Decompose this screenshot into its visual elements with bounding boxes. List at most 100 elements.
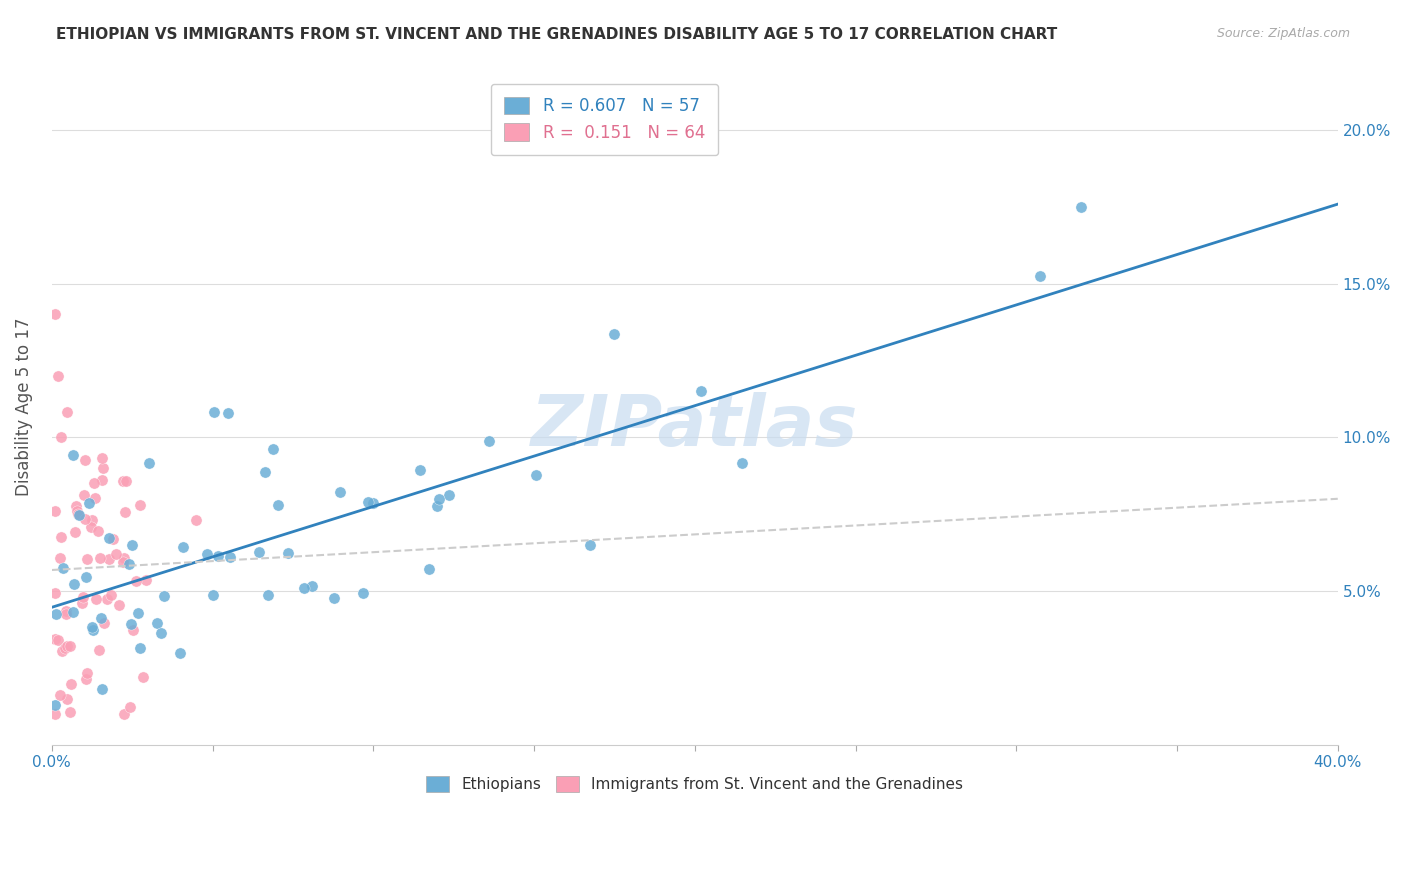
Point [247, 545, 270, 559]
Point [90, 611, 112, 625]
Point [91, 473, 114, 487]
Point [427, 492, 450, 507]
Point [322, 591, 344, 606]
Point [262, 442, 284, 456]
Point [426, 499, 449, 513]
Point [59, 706, 82, 720]
Point [75, 512, 97, 526]
Point [93, 615, 115, 630]
Point [44, 504, 66, 518]
Point [195, 548, 218, 562]
Point [51, 530, 73, 544]
Point [49, 689, 72, 703]
Point [44, 585, 66, 599]
Point [153, 589, 176, 603]
Point [603, 327, 626, 342]
Point [93, 461, 115, 475]
Point [169, 646, 191, 660]
Point [257, 588, 280, 602]
Point [118, 558, 141, 572]
Point [45, 607, 67, 622]
Point [202, 405, 225, 419]
Point [55, 604, 77, 618]
Text: ETHIOPIAN VS IMMIGRANTS FROM ST. VINCENT AND THE GRENADINES DISABILITY AGE 5 TO : ETHIOPIAN VS IMMIGRANTS FROM ST. VINCENT… [56, 27, 1057, 42]
Point [329, 485, 352, 500]
Point [51, 430, 73, 444]
Point [76, 666, 98, 681]
Point [437, 488, 460, 502]
Point [55, 691, 77, 706]
Point [90, 682, 112, 697]
Point [478, 434, 501, 449]
Point [184, 512, 207, 526]
Text: Source: ZipAtlas.com: Source: ZipAtlas.com [1216, 27, 1350, 40]
Point [62, 605, 84, 619]
Point [138, 456, 160, 470]
Point [122, 623, 145, 637]
Point [1070, 200, 1092, 214]
Point [63, 524, 86, 539]
Point [301, 579, 323, 593]
Point [120, 616, 142, 631]
Point [67, 507, 90, 521]
Point [46, 633, 69, 648]
Point [44, 698, 66, 712]
Point [115, 474, 138, 488]
Point [132, 670, 155, 684]
Point [65, 499, 87, 513]
Point [352, 586, 374, 600]
Point [44, 307, 66, 321]
Point [219, 550, 242, 565]
Point [357, 494, 380, 508]
Point [202, 588, 225, 602]
Point [129, 498, 152, 512]
Point [254, 465, 277, 479]
Point [409, 463, 432, 477]
Point [114, 706, 136, 721]
Point [72, 590, 94, 604]
Point [125, 574, 148, 588]
Point [172, 540, 194, 554]
Point [129, 640, 152, 655]
Point [51, 643, 73, 657]
Point [104, 547, 127, 561]
Point [63, 577, 86, 591]
Point [62, 448, 84, 462]
Point [75, 673, 97, 687]
Point [67, 508, 90, 523]
Point [89, 643, 111, 657]
Point [731, 456, 754, 470]
Point [82, 623, 104, 637]
Point [73, 488, 96, 502]
Point [84, 592, 107, 607]
Text: ZIPatlas: ZIPatlas [531, 392, 859, 461]
Point [56, 639, 79, 653]
Point [80, 513, 103, 527]
Point [146, 616, 169, 631]
Point [207, 549, 229, 563]
Point [1029, 269, 1052, 284]
Point [292, 581, 315, 595]
Point [66, 504, 89, 518]
Point [267, 498, 290, 512]
Point [149, 625, 172, 640]
Point [59, 639, 82, 653]
Point [363, 495, 385, 509]
Point [101, 532, 124, 546]
Point [87, 524, 110, 538]
Point [120, 699, 142, 714]
Point [46, 368, 69, 383]
Point [84, 491, 107, 505]
Point [80, 520, 103, 534]
Point [112, 550, 135, 565]
Point [49, 550, 72, 565]
Point [114, 505, 136, 519]
Point [96, 591, 118, 606]
Point [44, 706, 66, 721]
Point [108, 599, 131, 613]
Point [127, 607, 149, 621]
Point [217, 406, 239, 420]
Point [73, 452, 96, 467]
Point [97, 551, 120, 566]
Point [70, 596, 93, 610]
